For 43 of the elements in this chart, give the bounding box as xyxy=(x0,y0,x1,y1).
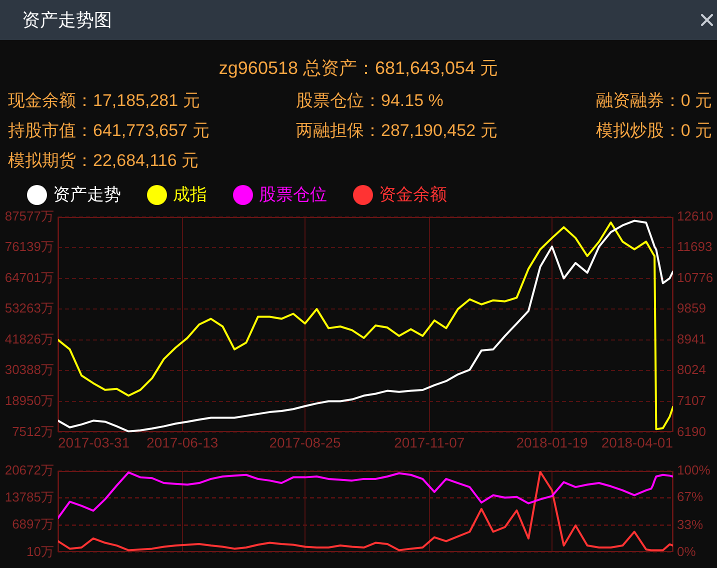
x-tick-label: 2018-01-19 xyxy=(516,434,588,450)
y-tick-label: 64701万 xyxy=(4,270,54,285)
text: 持股市值：641,773,657 元 xyxy=(8,120,210,142)
y-tick-label: 10万 xyxy=(26,544,54,559)
y2-tick-label: 12610 xyxy=(677,208,714,224)
y-tick-label: 7512万 xyxy=(12,424,54,439)
legend-label: 资产走势 xyxy=(53,184,121,206)
chart-subtitle: zg960518 总资产：681,643,054 元 xyxy=(218,57,500,79)
y2-tick-label: 9859 xyxy=(677,300,706,316)
x-tick-label: 2017-11-07 xyxy=(394,434,465,450)
chart-title: 资产走势图 xyxy=(22,9,112,31)
y2-tick-label: 8941 xyxy=(677,331,706,346)
legend-label: 股票仓位 xyxy=(259,184,327,206)
y2-tick-label: 0% xyxy=(677,544,696,559)
text: 模拟炒股：0 元 xyxy=(596,120,712,142)
x-tick-label: 2017-08-25 xyxy=(269,434,342,450)
y-tick-label: 13785万 xyxy=(4,490,54,505)
text: 股票仓位：94.15 % xyxy=(296,90,444,112)
y2-tick-label: 100% xyxy=(677,462,711,478)
y-tick-label: 87577万 xyxy=(4,208,54,224)
y2-tick-label: 8024 xyxy=(677,362,706,378)
y-tick-label: 53263万 xyxy=(4,300,54,316)
y2-tick-label: 67% xyxy=(677,489,704,504)
y2-tick-label: 33% xyxy=(677,516,704,532)
y-tick-label: 30388万 xyxy=(4,362,54,378)
text: 融资融券：0 元 xyxy=(596,90,712,112)
x-tick-label: 2017-06-13 xyxy=(146,434,218,450)
y2-tick-label: 10776 xyxy=(677,270,714,285)
y-tick-label: 20672万 xyxy=(4,462,54,478)
y2-tick-label: 11693 xyxy=(677,239,712,254)
y-tick-label: 76139万 xyxy=(4,239,54,254)
y-tick-label: 18950万 xyxy=(4,393,54,408)
y2-tick-label: 6190 xyxy=(677,424,706,439)
x-tick-label: 2018-04-01 xyxy=(601,434,674,450)
y-tick-label: 41826万 xyxy=(4,331,54,346)
text: 模拟期货：22,684,116 元 xyxy=(8,150,199,172)
legend-label: 成指 xyxy=(173,184,207,206)
x-tick-label: 2017-03-31 xyxy=(58,434,130,450)
text: 现金余额：17,185,281 元 xyxy=(8,90,200,112)
y2-tick-label: 7107 xyxy=(677,393,706,408)
text: 两融担保：287,190,452 元 xyxy=(296,120,498,142)
y-tick-label: 6897万 xyxy=(12,516,54,532)
legend-label: 资金余额 xyxy=(379,184,447,206)
